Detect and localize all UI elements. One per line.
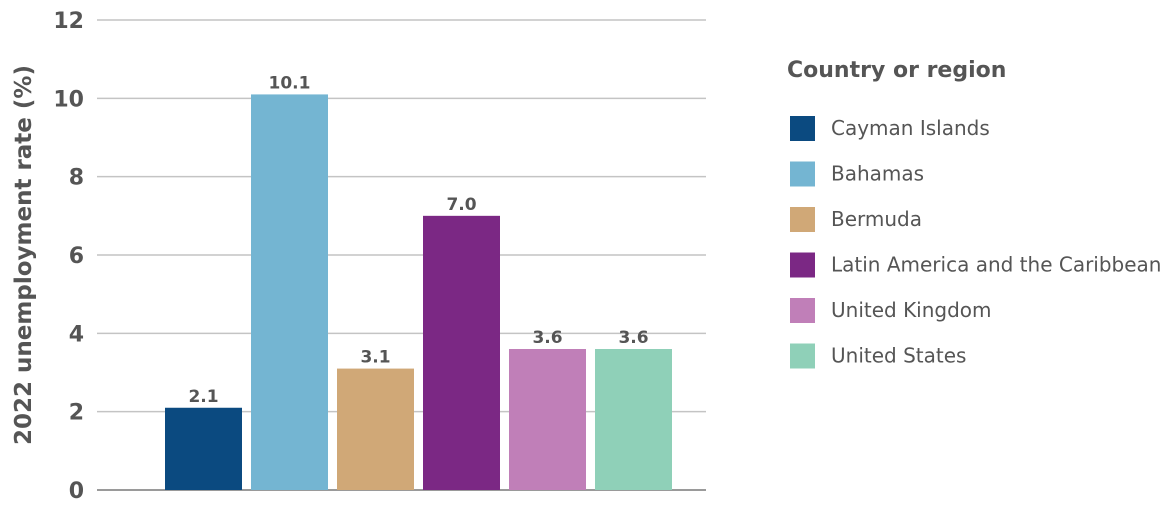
legend-swatch bbox=[790, 161, 815, 187]
y-tick-label: 2 bbox=[69, 401, 84, 426]
bars bbox=[165, 94, 672, 491]
data-label: 3.1 bbox=[360, 348, 390, 368]
y-tick-label: 12 bbox=[53, 9, 84, 34]
y-tick-label: 6 bbox=[69, 244, 84, 269]
y-axis-ticks: 0 2 4 6 8 10 12 bbox=[53, 9, 84, 504]
legend-swatch bbox=[790, 116, 815, 141]
y-axis-label: 2022 unemployment rate (%) bbox=[11, 65, 37, 445]
y-tick-label: 10 bbox=[53, 87, 84, 112]
legend-entry: United States bbox=[831, 344, 966, 368]
data-label: 10.1 bbox=[269, 73, 311, 93]
legend-entry: United Kingdom bbox=[831, 298, 992, 322]
data-labels: 2.1 10.1 3.1 7.0 3.6 3.6 bbox=[188, 73, 648, 406]
data-label: 7.0 bbox=[446, 195, 476, 215]
bar bbox=[251, 94, 328, 491]
legend: Country or region Cayman Islands Bahamas B… bbox=[787, 58, 1161, 369]
bar bbox=[509, 349, 586, 490]
bar bbox=[423, 215, 500, 491]
data-label: 3.6 bbox=[618, 328, 648, 348]
legend-swatch bbox=[790, 207, 815, 232]
bar bbox=[337, 368, 414, 490]
legend-entry: Latin America and the Caribbean bbox=[831, 253, 1161, 277]
data-label: 3.6 bbox=[532, 328, 562, 348]
data-label: 2.1 bbox=[188, 387, 218, 407]
bar bbox=[165, 407, 242, 490]
legend-entry: Bermuda bbox=[831, 207, 922, 231]
y-tick-label: 0 bbox=[69, 479, 84, 504]
legend-title: Country or region bbox=[787, 58, 1006, 83]
bar bbox=[595, 349, 672, 490]
legend-swatch bbox=[790, 343, 815, 369]
y-tick-label: 4 bbox=[69, 322, 84, 347]
legend-entry: Bahamas bbox=[831, 162, 924, 186]
legend-swatch bbox=[790, 298, 815, 323]
y-tick-label: 8 bbox=[69, 166, 84, 191]
legend-swatch bbox=[790, 252, 815, 278]
legend-entry: Cayman Islands bbox=[831, 116, 990, 140]
